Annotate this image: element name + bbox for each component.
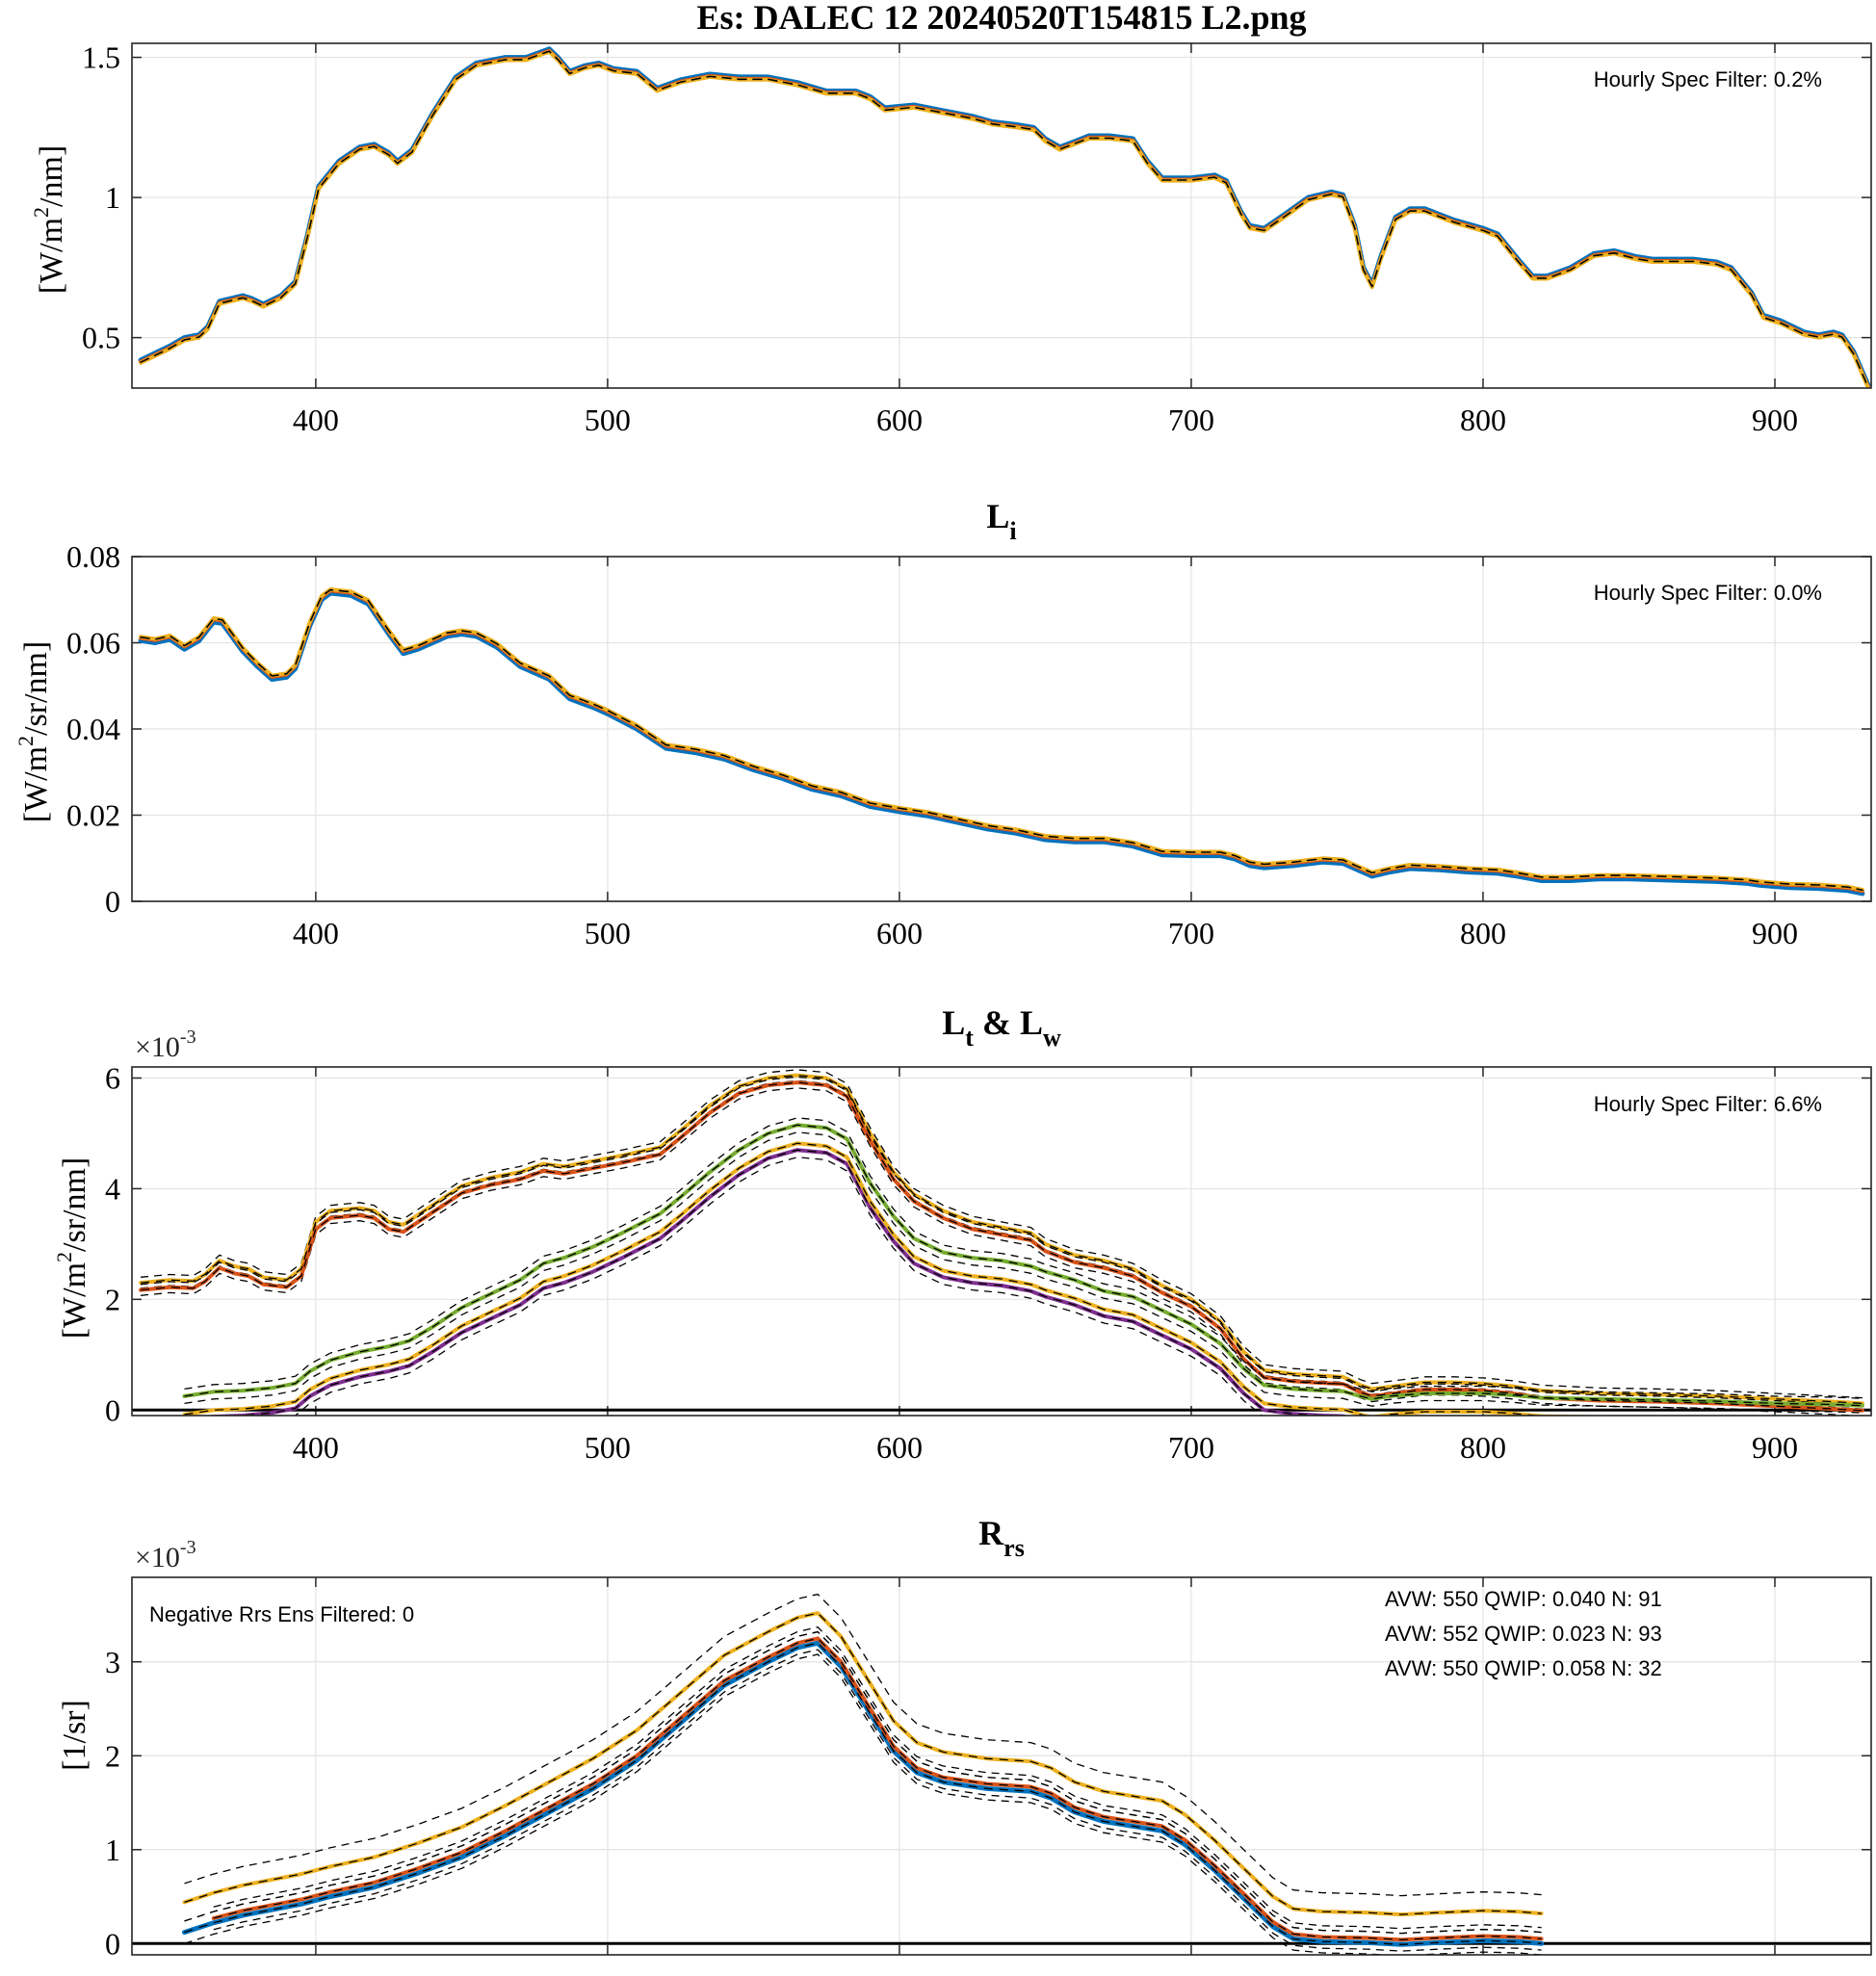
- uncertainty-line: [184, 1117, 1863, 1399]
- x-tick-label: 800: [1460, 916, 1506, 950]
- series-group-rrs: [132, 1593, 1871, 1955]
- x-tick-label: 900: [1752, 1430, 1798, 1465]
- mean-dashed-line: [184, 1612, 1542, 1915]
- annotation-qwip-2: AVW: 552 QWIP: 0.023 N: 93: [1385, 1622, 1662, 1646]
- y-tick-label: 1: [105, 180, 120, 215]
- x-tick-label: 700: [1168, 403, 1214, 437]
- mean-dashed-line: [141, 1081, 1863, 1412]
- uncertainty-line: [213, 1625, 1542, 1930]
- grid-li: [132, 556, 1871, 902]
- x-tick-label: 800: [1460, 1430, 1506, 1465]
- uncertainty-line: [184, 1653, 1542, 1955]
- es-panel: Es: DALEC 12 20240520T154815 L2.png [W/m…: [29, 0, 1872, 437]
- series-group-li: [138, 587, 1865, 897]
- x-tick-label: 600: [876, 916, 923, 950]
- series-line-4: [140, 588, 1863, 892]
- y-tick-label: 0: [105, 1392, 120, 1427]
- plot-area-rrs: [132, 1577, 1871, 1955]
- axes-box-lt-lw: [131, 1066, 1872, 1417]
- uncertainty-line: [213, 1649, 1542, 1952]
- rrs-panel: Rrs ×10-3 [1/sr] Negative Rrs Ens Filter…: [57, 1514, 1872, 1976]
- y-axis-label-li: [W/m2/sr/nm]: [13, 641, 54, 823]
- x-tick-label: 500: [585, 916, 631, 950]
- x-tick-label: 900: [1752, 1969, 1798, 1976]
- annotation-qwip-1: AVW: 550 QWIP: 0.040 N: 91: [1385, 1587, 1662, 1611]
- x-tick-label: 500: [585, 1430, 631, 1465]
- y-tick-label: 1: [105, 1833, 120, 1867]
- y-axis-label-lt-lw: [W/m2/sr/nm]: [52, 1157, 92, 1339]
- uncertainty-line: [184, 1131, 1863, 1414]
- y-tick-label: 0: [105, 884, 120, 919]
- lt-lw-panel: Lt & Lw ×10-3 [W/m2/sr/nm] Hourly Spec F…: [52, 1003, 1872, 1465]
- series-group-lt-lw: [132, 1069, 1871, 1416]
- plot-area-es: [132, 43, 1871, 388]
- y-tick-label: 0.08: [66, 539, 120, 574]
- y-axis-label-es: [W/m2/nm]: [29, 145, 69, 295]
- uncertainty-line: [141, 1069, 1863, 1399]
- x-tick-label: 700: [1168, 916, 1214, 950]
- x-tick-label: 900: [1752, 916, 1798, 950]
- y-tick-label: 4: [105, 1171, 120, 1206]
- x-tick-label: 500: [585, 1969, 631, 1976]
- y-tick-label: 0: [105, 1926, 120, 1961]
- y-tick-label: 2: [105, 1738, 120, 1773]
- annotation-es-filter: Hourly Spec Filter: 0.2%: [1594, 67, 1822, 91]
- series-group-es: [138, 46, 1871, 388]
- chart-title-es: Es: DALEC 12 20240520T154815 L2.png: [696, 0, 1306, 37]
- y-tick-label: 2: [105, 1282, 120, 1316]
- x-tick-label: 900: [1752, 403, 1798, 437]
- uncertainty-line: [184, 1630, 1542, 1935]
- y-exponent-lt-lw: ×10-3: [135, 1027, 196, 1063]
- y-tick-label: 6: [105, 1060, 120, 1095]
- mean-dashed-line: [225, 1149, 1343, 1416]
- grid-rrs: [132, 1577, 1871, 1955]
- y-axis-label-rrs: [1/sr]: [57, 1700, 92, 1771]
- chart-title-rrs: Rrs: [978, 1514, 1025, 1562]
- y-tick-label: 1.5: [82, 40, 120, 75]
- li-panel: Li [W/m2/sr/nm] Hourly Spec Filter: 0.0%…: [13, 497, 1872, 950]
- annotation-negative-rrs: Negative Rrs Ens Filtered: 0: [149, 1602, 414, 1626]
- mean-dashed-line: [184, 1142, 1545, 1416]
- y-tick-label: 0.04: [66, 712, 120, 746]
- mean-dashed-line: [184, 1124, 1863, 1407]
- mean-dashed-line: [184, 1642, 1542, 1945]
- axes-box-rrs: [131, 1576, 1872, 1956]
- y-tick-label: 0.06: [66, 626, 120, 661]
- y-tick-label: 0.5: [82, 321, 120, 355]
- annotation-li-filter: Hourly Spec Filter: 0.0%: [1594, 581, 1822, 605]
- mean-dashed-line: [213, 1637, 1542, 1941]
- axes-box-es: [131, 42, 1872, 389]
- grid-es: [132, 43, 1871, 388]
- mean-dashed-line: [141, 1074, 1863, 1405]
- x-tick-label: 400: [293, 403, 339, 437]
- x-tick-label: 700: [1168, 1969, 1214, 1976]
- x-tick-label: 600: [876, 1430, 923, 1465]
- x-tick-label: 800: [1460, 403, 1506, 437]
- x-tick-label: 400: [293, 1969, 339, 1976]
- annotation-lt-lw-filter: Hourly Spec Filter: 6.6%: [1594, 1092, 1822, 1116]
- x-tick-label: 400: [293, 1430, 339, 1465]
- y-tick-label: 3: [105, 1645, 120, 1679]
- chart-title-li: Li: [986, 497, 1016, 545]
- uncertainty-line: [141, 1087, 1863, 1416]
- y-tick-label: 0.02: [66, 798, 120, 833]
- x-tick-label: 800: [1460, 1969, 1506, 1976]
- uncertainty-line: [184, 1593, 1542, 1897]
- x-tick-label: 700: [1168, 1430, 1214, 1465]
- chart-title-lt-lw: Lt & Lw: [942, 1003, 1061, 1052]
- series-line-4: [140, 50, 1869, 388]
- x-tick-label: 600: [876, 1969, 923, 1976]
- annotation-qwip-3: AVW: 550 QWIP: 0.058 N: 32: [1385, 1656, 1662, 1680]
- axes-box-li: [131, 556, 1872, 902]
- y-exponent-rrs: ×10-3: [135, 1537, 196, 1573]
- x-tick-label: 500: [585, 403, 631, 437]
- uncertainty-line: [141, 1076, 1863, 1406]
- x-tick-label: 400: [293, 916, 339, 950]
- x-tick-label: 600: [876, 403, 923, 437]
